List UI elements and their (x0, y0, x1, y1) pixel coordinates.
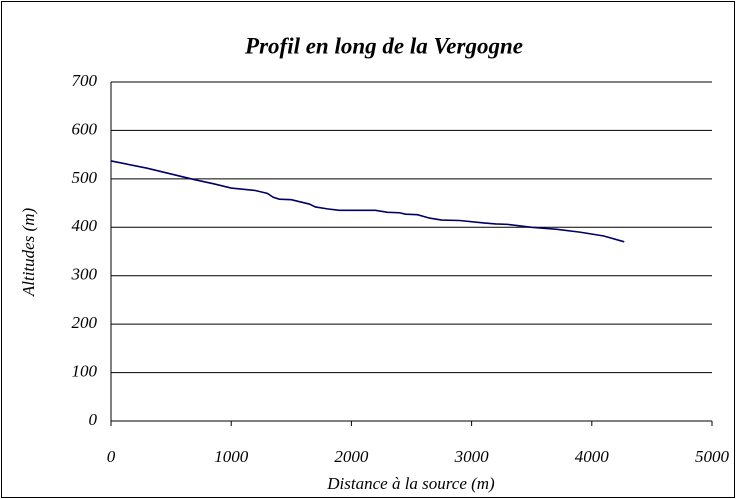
x-tick-label: 2000 (334, 447, 369, 466)
x-tick-label: 0 (107, 447, 116, 466)
chart-title: Profil en long de la Vergogne (244, 33, 523, 58)
y-tick-label: 300 (71, 265, 98, 284)
x-tick-label: 4000 (575, 447, 610, 466)
y-tick-label: 600 (72, 119, 98, 138)
y-tick-label: 0 (89, 410, 98, 429)
x-axis-label: Distance à la source (m) (326, 474, 495, 493)
y-tick-label: 700 (72, 71, 98, 90)
y-tick-label: 200 (72, 313, 98, 332)
x-tick-label: 1000 (214, 447, 249, 466)
y-tick-label: 100 (72, 361, 98, 380)
y-axis-label: Altitudes (m) (19, 208, 38, 298)
x-tick-label: 3000 (454, 447, 490, 466)
y-tick-label: 400 (72, 216, 98, 235)
x-tick-label: 5000 (695, 447, 730, 466)
y-tick-label: 500 (72, 168, 98, 187)
data-line (110, 160, 625, 243)
